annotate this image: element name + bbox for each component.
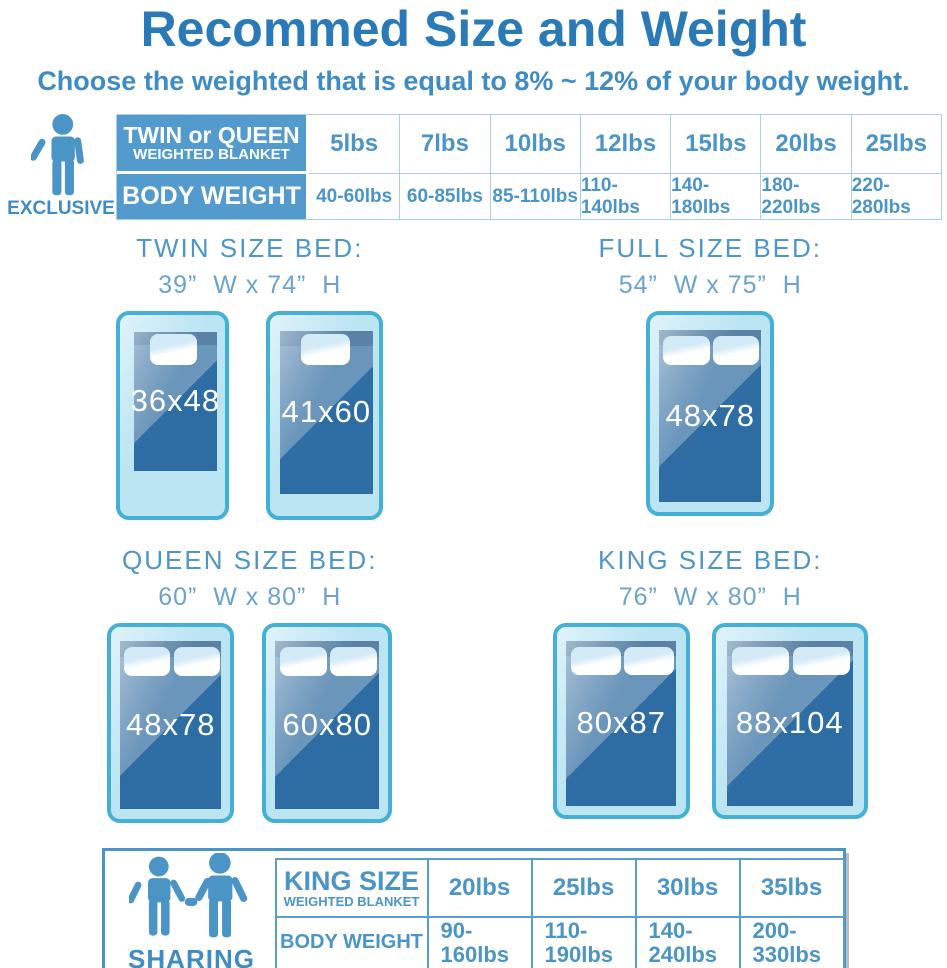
blanket-weight-cell: 7lbs: [399, 115, 490, 174]
pillow-icon: [149, 334, 197, 366]
pillow-icon: [300, 334, 350, 366]
pillow-icon: [793, 646, 851, 675]
section-king: KING SIZE BED: 76” W x 80” H 80x87 88x10…: [474, 545, 947, 823]
bed-diagram-41x60: 41x60: [266, 311, 384, 520]
blanket-size-label: 88x104: [735, 705, 844, 741]
body-weight-cell: 140-180lbs: [670, 174, 760, 219]
pillow-icon: [732, 646, 789, 675]
exclusive-label: EXCLUSIVE: [7, 198, 115, 219]
queen-section-title: QUEEN SIZE BED:: [122, 545, 378, 575]
bed-diagram-80x87: 80x87: [552, 623, 690, 819]
bed-diagram-60x80: 60x80: [262, 623, 393, 823]
blanket-size-label: 80x87: [576, 705, 666, 741]
full-section-dimensions: 54” W x 75” H: [618, 271, 802, 299]
blanket-size-label: 60x80: [282, 707, 372, 743]
body-weight-row-header: BODY WEIGHT: [117, 174, 309, 219]
blanket-size-label: 41x60: [281, 394, 372, 430]
blanket-weight-cell: 10lbs: [489, 115, 580, 174]
body-weight-cell: 85-110lbs: [489, 174, 580, 219]
blanket-header-line1: TWIN or QUEEN: [123, 122, 300, 149]
blanket-weight-row-header: TWIN or QUEEN WEIGHTED BLANKET: [117, 115, 309, 174]
king-header-line2: WEIGHTED BLANKET: [283, 893, 420, 909]
king-beds-row: 80x87 88x104: [474, 623, 947, 819]
twin-beds-row: 36x48 41x60: [26, 311, 474, 520]
king-blanket-weight-cell: 30lbs: [634, 859, 739, 916]
blanket-weight-cell: 15lbs: [670, 115, 761, 174]
blanket-size-label: 48x78: [665, 397, 755, 433]
twin-section-dimensions: 39” W x 74” H: [158, 271, 342, 299]
blanket-weight-cell: 12lbs: [579, 115, 671, 174]
king-section-title: KING SIZE BED:: [598, 545, 823, 575]
sharing-label: SHARING: [128, 943, 255, 968]
king-blanket-row-header: KING SIZE WEIGHTED BLANKET: [277, 860, 427, 916]
body-weight-cell: 180-220lbs: [760, 174, 850, 219]
pillow-icon: [570, 646, 621, 675]
bed-diagram-88x104: 88x104: [711, 623, 868, 819]
two-people-holding-hands-icon: [128, 852, 247, 937]
bed-sections-row1: TWIN SIZE BED: 39” W x 74” H 36x48 41x60: [0, 233, 947, 520]
pillow-icon: [624, 646, 675, 675]
exclusive-section: EXCLUSIVE TWIN or QUEEN WEIGHTED BLANKET…: [6, 114, 942, 220]
queen-beds-row: 48x78 60x80: [26, 623, 474, 823]
bed-diagram-48x78-queen: 48x78: [107, 623, 235, 823]
pillow-icon: [713, 335, 760, 366]
exclusive-weight-table: TWIN or QUEEN WEIGHTED BLANKET 5lbs 7lbs…: [116, 114, 942, 220]
body-weight-cell: 220-280lbs: [850, 174, 941, 219]
section-queen: QUEEN SIZE BED: 60” W x 80” H 48x78 60x8…: [0, 545, 474, 823]
pillow-icon: [663, 335, 710, 366]
sharing-badge: SHARING: [119, 852, 265, 968]
king-header-line1: KING SIZE: [283, 865, 419, 896]
blanket-weight-cell: 5lbs: [309, 115, 400, 174]
king-section-dimensions: 76” W x 80” H: [618, 583, 802, 611]
bed-sections-row2: QUEEN SIZE BED: 60” W x 80” H 48x78 60x8…: [0, 545, 947, 823]
section-twin: TWIN SIZE BED: 39” W x 74” H 36x48 41x60: [0, 233, 474, 520]
full-beds-row: 48x78: [474, 311, 947, 516]
blanket-weight-cell: 25lbs: [850, 115, 941, 174]
king-blanket-weight-cell: 35lbs: [738, 859, 843, 916]
king-body-weight-row-header: BODY WEIGHT: [276, 915, 427, 968]
sharing-weight-table: KING SIZE WEIGHTED BLANKET 20lbs 25lbs 3…: [274, 857, 845, 968]
bed-diagram-48x78-full: 48x78: [646, 311, 775, 516]
king-blanket-weight-cell: 25lbs: [530, 859, 635, 916]
king-body-weight-cell: 110- 190lbs: [530, 915, 635, 968]
body-weight-cell: 40-60lbs: [316, 185, 393, 207]
sharing-section: SHARING KING SIZE WEIGHTED BLANKET 20lbs…: [101, 848, 846, 968]
blanket-header-line2: WEIGHTED BLANKET: [133, 146, 290, 164]
page-title: Recommed Size and Weight: [140, 1, 807, 57]
pillow-icon: [330, 647, 378, 676]
full-section-title: FULL SIZE BED:: [598, 233, 823, 263]
queen-section-dimensions: 60” W x 80” H: [158, 583, 342, 611]
pillow-icon: [279, 647, 327, 676]
page-subtitle: Choose the weighted that is equal to 8% …: [37, 66, 910, 96]
king-body-weight-cell: 90- 160lbs: [426, 915, 531, 968]
twin-section-title: TWIN SIZE BED:: [136, 233, 364, 263]
blanket-weight-cell: 20lbs: [760, 115, 851, 174]
body-weight-cell: 60-85lbs: [399, 174, 489, 219]
pillow-icon: [124, 647, 171, 676]
body-weight-header-label: BODY WEIGHT: [122, 182, 301, 211]
blanket-size-label: 48x78: [126, 707, 216, 743]
section-full: FULL SIZE BED: 54” W x 75” H 48x78: [474, 233, 947, 520]
blanket-size-label: 36x48: [130, 383, 221, 419]
bed-diagram-36x48: 36x48: [116, 311, 230, 520]
person-icon: [31, 114, 84, 196]
king-body-weight-cell: 200- 330lbs: [738, 915, 843, 968]
king-blanket-weight-cell: 20lbs: [426, 859, 531, 916]
body-weight-cell: 110-140lbs: [579, 174, 670, 219]
exclusive-badge: EXCLUSIVE: [6, 114, 116, 220]
king-body-weight-cell: 140- 240lbs: [634, 915, 739, 968]
pillow-icon: [173, 647, 220, 676]
